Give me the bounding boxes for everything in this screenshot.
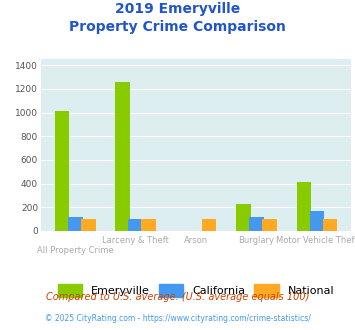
Legend: Emeryville, California, National: Emeryville, California, National	[54, 279, 339, 301]
Text: Motor Vehicle Theft: Motor Vehicle Theft	[276, 236, 355, 245]
Bar	[115, 82, 130, 231]
Text: Property Crime Comparison: Property Crime Comparison	[69, 20, 286, 34]
Bar	[129, 219, 143, 231]
Text: Burglary: Burglary	[239, 236, 274, 245]
Text: Arson: Arson	[184, 236, 208, 245]
Text: Larceny & Theft: Larceny & Theft	[102, 236, 169, 245]
Bar	[68, 217, 82, 231]
Text: © 2025 CityRating.com - https://www.cityrating.com/crime-statistics/: © 2025 CityRating.com - https://www.city…	[45, 314, 310, 323]
Bar	[202, 219, 217, 231]
Bar	[142, 219, 156, 231]
Bar	[310, 212, 324, 231]
Text: All Property Crime: All Property Crime	[37, 246, 114, 255]
Bar	[323, 219, 337, 231]
Text: Compared to U.S. average. (U.S. average equals 100): Compared to U.S. average. (U.S. average …	[46, 292, 309, 302]
Bar	[249, 217, 264, 231]
Bar	[81, 219, 95, 231]
Bar	[55, 112, 70, 231]
Bar	[262, 219, 277, 231]
Text: 2019 Emeryville: 2019 Emeryville	[115, 2, 240, 16]
Bar	[236, 204, 251, 231]
Bar	[297, 182, 311, 231]
